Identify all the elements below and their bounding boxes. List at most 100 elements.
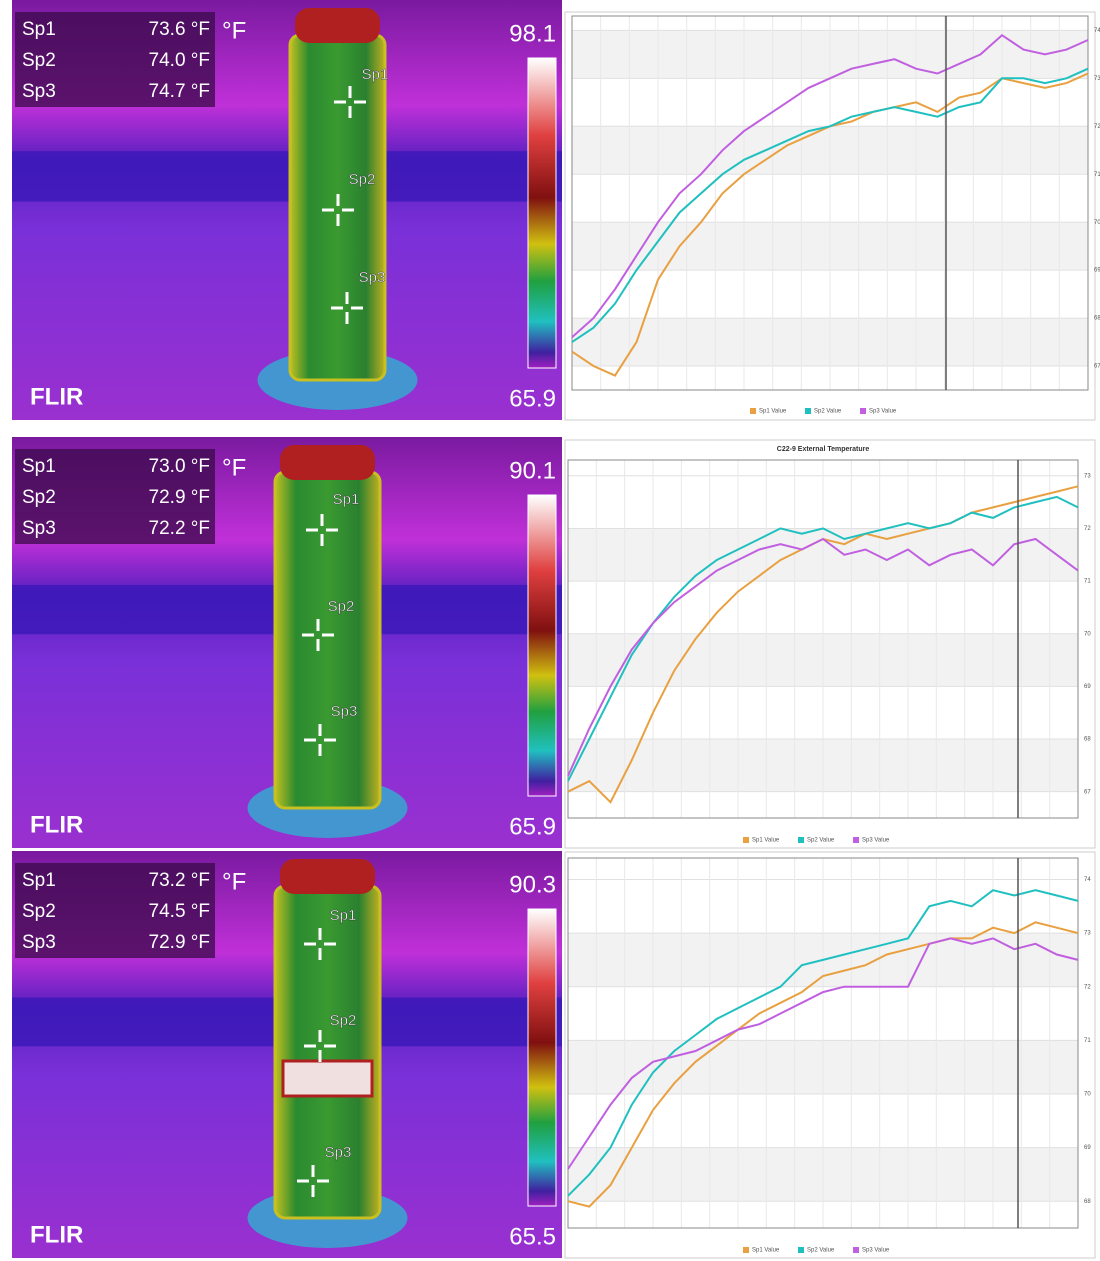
plot-frame — [567, 459, 1079, 819]
scale-max: 98.1 — [509, 20, 556, 47]
legend-label: Sp1 Value — [759, 409, 787, 415]
spot-reading: 72.9 °F — [149, 932, 210, 953]
unit-label: °F — [222, 454, 246, 481]
y-tick-label: 72 — [1084, 984, 1091, 990]
cold-band — [12, 151, 562, 202]
y-tick-label: 73 — [1084, 931, 1091, 937]
crosshair — [306, 514, 338, 546]
spot-reading: 74.0 °F — [149, 50, 210, 71]
crosshair — [334, 86, 366, 118]
y-tick-label: 73 — [1084, 473, 1091, 479]
y-tick-label: 70 — [1084, 631, 1091, 637]
crosshair — [302, 619, 334, 651]
series-line — [567, 921, 1079, 1208]
spot-name: Sp2 — [22, 901, 56, 922]
cylinder-cap — [280, 445, 375, 480]
series-line — [571, 67, 1089, 343]
series-line — [571, 33, 1089, 339]
y-tick-label: 70 — [1084, 1092, 1091, 1098]
cylinder-cap — [295, 8, 380, 43]
spot-marker-label: Sp3 — [325, 1144, 352, 1161]
spot-marker-label: Sp1 — [362, 66, 389, 83]
spot-name: Sp1 — [22, 456, 56, 477]
y-tick-label: 69 — [1094, 268, 1100, 274]
spot-marker-label: Sp2 — [328, 598, 355, 615]
readings-box — [15, 449, 215, 544]
spot-reading: 72.9 °F — [149, 487, 210, 508]
legend-label: Sp2 Value — [814, 409, 842, 415]
y-tick-label: 74 — [1094, 28, 1100, 34]
y-tick-label: 67 — [1094, 364, 1100, 370]
legend-swatch — [805, 408, 811, 414]
y-tick-label: 74 — [1084, 877, 1091, 883]
y-tick-label: 68 — [1084, 737, 1091, 743]
y-tick-label: 67 — [1084, 789, 1091, 795]
unit-label: °F — [222, 17, 246, 44]
scale-min: 65.9 — [509, 813, 556, 840]
spot-marker-label: Sp3 — [331, 703, 358, 720]
spot-name: Sp3 — [22, 81, 56, 102]
y-tick-label: 70 — [1094, 220, 1100, 226]
y-tick-label: 71 — [1084, 579, 1091, 585]
y-tick-label: 73 — [1094, 76, 1100, 82]
color-bar — [527, 494, 557, 797]
logo: FLIR — [30, 811, 83, 838]
crosshair — [331, 292, 363, 324]
scale-min: 65.9 — [509, 385, 556, 412]
y-tick-label: 69 — [1084, 684, 1091, 690]
scale-min: 65.5 — [509, 1223, 556, 1250]
y-tick-label: 68 — [1094, 316, 1100, 322]
plot-frame — [567, 857, 1079, 1229]
legend-swatch — [798, 837, 804, 843]
legend-swatch — [750, 408, 756, 414]
legend-swatch — [860, 408, 866, 414]
color-bar — [527, 57, 557, 369]
hot-band — [281, 1059, 374, 1098]
crosshair — [297, 1165, 329, 1197]
spot-reading: 73.2 °F — [149, 870, 210, 891]
legend-label: Sp1 Value — [752, 1248, 780, 1254]
spot-name: Sp1 — [22, 870, 56, 891]
scale-max: 90.1 — [509, 457, 556, 484]
legend-swatch — [853, 1247, 859, 1253]
legend-label: Sp3 Value — [862, 838, 890, 844]
spot-marker-label: Sp1 — [333, 491, 360, 508]
logo: FLIR — [30, 1221, 83, 1248]
spot-reading: 74.5 °F — [149, 901, 210, 922]
unit-label: °F — [222, 868, 246, 895]
cylinder-cap — [280, 859, 375, 894]
readings-box — [15, 863, 215, 958]
scale-max: 90.3 — [509, 871, 556, 898]
spot-name: Sp2 — [22, 50, 56, 71]
chart-title: C22-9 External Temperature — [777, 446, 870, 453]
spot-reading: 74.7 °F — [149, 81, 210, 102]
legend-label: Sp1 Value — [752, 838, 780, 844]
spot-name: Sp3 — [22, 518, 56, 539]
legend-swatch — [853, 837, 859, 843]
spot-marker-label: Sp2 — [330, 1012, 357, 1029]
y-tick-label: 68 — [1084, 1199, 1091, 1205]
spot-reading: 73.6 °F — [149, 19, 210, 40]
crosshair — [322, 194, 354, 226]
spot-reading: 72.2 °F — [149, 518, 210, 539]
spot-name: Sp1 — [22, 19, 56, 40]
series-line — [567, 537, 1079, 777]
y-tick-label: 72 — [1084, 526, 1091, 532]
crosshair — [304, 724, 336, 756]
spot-marker-label: Sp3 — [359, 269, 386, 286]
series-line — [567, 937, 1079, 1170]
legend-label: Sp3 Value — [869, 409, 897, 415]
y-tick-label: 72 — [1094, 124, 1100, 130]
legend-swatch — [798, 1247, 804, 1253]
crosshair — [304, 928, 336, 960]
cylinder — [288, 33, 387, 382]
spot-reading: 73.0 °F — [149, 456, 210, 477]
cylinder — [273, 470, 382, 810]
y-tick-label: 69 — [1084, 1145, 1091, 1151]
spot-name: Sp2 — [22, 487, 56, 508]
logo: FLIR — [30, 383, 83, 410]
legend-label: Sp3 Value — [862, 1248, 890, 1254]
y-tick-label: 71 — [1084, 1038, 1091, 1044]
color-bar — [527, 908, 557, 1207]
crosshair — [304, 1030, 336, 1062]
